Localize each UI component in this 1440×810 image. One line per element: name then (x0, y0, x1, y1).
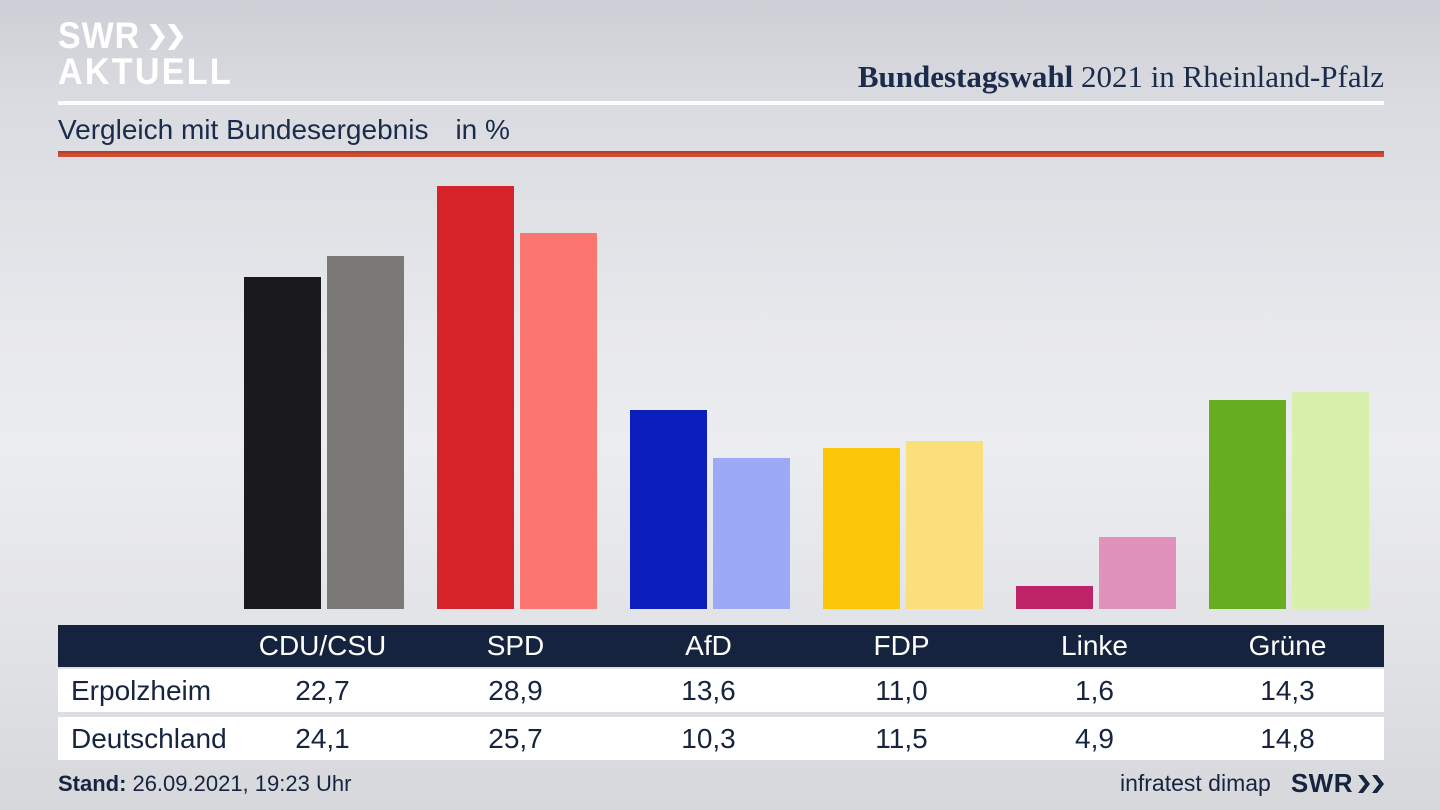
value-cell: 22,7 (295, 674, 350, 706)
table-header-cell: FDP (873, 630, 930, 661)
bar-afd-erpolzheim (630, 410, 707, 609)
value-cell: 24,1 (295, 722, 350, 754)
bar-gruene-erpolzheim (1209, 400, 1286, 609)
table-row: Erpolzheim 22,7 28,9 13,6 11,0 1,6 14,3 (58, 669, 1384, 712)
bar-fdp-deutschland (906, 441, 983, 609)
row-label: Deutschland (71, 722, 227, 754)
page-title-rest: 2021 in Rheinland-Pfalz (1073, 59, 1384, 94)
swr-logo-small: SWR (1291, 768, 1384, 799)
value-cell: 13,6 (681, 674, 736, 706)
value-cell: 14,8 (1260, 722, 1315, 754)
bar-spd-erpolzheim (437, 186, 514, 609)
chart-unit-label: in % (455, 114, 510, 145)
table-header-cell: Linke (1061, 630, 1128, 661)
chart-subtitle: Vergleich mit Bundesergebnis in % (58, 114, 510, 146)
timestamp-value: 26.09.2021, 19:23 Uhr (132, 771, 352, 796)
row-label: Erpolzheim (71, 674, 212, 706)
table-header-cell: Grüne (1248, 630, 1327, 661)
table-header-cell: AfD (685, 630, 732, 661)
timestamp-label: Stand: (58, 771, 127, 796)
bar-linke-deutschland (1099, 537, 1176, 609)
bar-afd-deutschland (713, 458, 790, 609)
value-cell: 28,9 (488, 674, 543, 706)
double-chevron-right-icon (1358, 775, 1370, 793)
results-table: CDU/CSU SPD AfD FDP Linke Grüne Erpolzheim 22,7… (58, 625, 1384, 760)
value-cell: 14,3 (1260, 674, 1315, 706)
value-cell: 1,6 (1075, 674, 1114, 706)
table-header-row: CDU/CSU SPD AfD FDP Linke Grüne (58, 625, 1384, 667)
header-divider (58, 101, 1384, 105)
double-chevron-right-icon (149, 24, 166, 50)
swr-logo-small-text: SWR (1290, 768, 1353, 798)
double-chevron-right-icon (167, 24, 184, 50)
bar-chart (58, 164, 1384, 609)
bar-cducsu-deutschland (327, 256, 404, 609)
timestamp: Stand: 26.09.2021, 19:23 Uhr (58, 771, 351, 797)
bar-linke-erpolzheim (1016, 586, 1093, 609)
value-cell: 4,9 (1075, 722, 1114, 754)
table-header-cell: CDU/CSU (258, 630, 387, 661)
value-cell: 10,3 (681, 722, 736, 754)
bar-gruene-deutschland (1292, 392, 1369, 609)
source-credit: infratest dimap SWR (1120, 768, 1384, 799)
bar-spd-deutschland (520, 233, 597, 609)
bar-cducsu-erpolzheim (244, 277, 321, 609)
chart-subtitle-text: Vergleich mit Bundesergebnis (58, 114, 429, 145)
page-title-bold: Bundestagswahl (857, 59, 1074, 94)
table-row: Deutschland 24,1 25,7 10,3 11,5 4,9 14,8 (58, 717, 1384, 760)
double-chevron-right-icon (1372, 775, 1384, 793)
value-cell: 11,0 (875, 674, 928, 706)
logo-line-swr: SWR (58, 15, 233, 56)
accent-divider (58, 151, 1384, 157)
source-name: infratest dimap (1119, 770, 1271, 796)
bar-fdp-erpolzheim (823, 448, 900, 609)
value-cell: 11,5 (875, 722, 928, 754)
table-header-cell: SPD (486, 630, 545, 661)
logo-text-swr: SWR (58, 15, 141, 56)
value-cell: 25,7 (488, 722, 543, 754)
swr-aktuell-logo: SWR AKTUELL (58, 15, 248, 92)
page-title: Bundestagswahl 2021 in Rheinland-Pfalz (858, 59, 1384, 95)
logo-text-aktuell: AKTUELL (58, 51, 233, 92)
